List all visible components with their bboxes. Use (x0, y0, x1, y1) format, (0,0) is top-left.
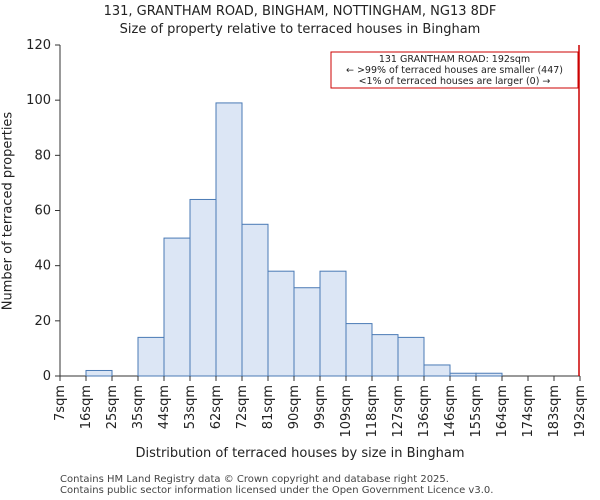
x-tick-label: 192sqm (573, 385, 588, 438)
bar (319, 270, 347, 377)
y-tick-label: 0 (43, 369, 51, 384)
footer-line-2: Contains public sector information licen… (60, 485, 494, 496)
bar (397, 336, 425, 377)
footer-line-1: Contains HM Land Registry data © Crown c… (60, 474, 449, 485)
bar (475, 372, 503, 377)
bar (371, 334, 399, 377)
y-tick-label: 20 (34, 314, 51, 329)
x-tick-label: 146sqm (443, 385, 458, 438)
bar (163, 237, 191, 377)
annotation-line: 131 GRANTHAM ROAD: 192sqm (379, 54, 530, 65)
x-tick-label: 72sqm (235, 385, 250, 429)
x-tick-label: 183sqm (547, 385, 562, 438)
y-axis-label: Number of terraced properties (0, 111, 16, 311)
bar (241, 223, 269, 377)
x-tick-label: 81sqm (261, 385, 276, 429)
x-tick-label: 35sqm (131, 385, 146, 429)
x-tick-label: 44sqm (157, 385, 172, 429)
x-tick-label: 118sqm (365, 385, 380, 438)
y-tick-label: 120 (26, 38, 51, 53)
x-axis-label: Distribution of terraced houses by size … (135, 446, 465, 461)
y-tick-label: 40 (34, 259, 51, 274)
x-tick-label: 16sqm (79, 385, 94, 429)
chart-title: 131, GRANTHAM ROAD, BINGHAM, NOTTINGHAM,… (103, 4, 497, 19)
bar (85, 369, 113, 377)
x-tick-label: 99sqm (313, 385, 328, 429)
x-tick-label: 90sqm (287, 385, 302, 429)
x-tick-label: 7sqm (53, 385, 68, 421)
bar (345, 323, 373, 377)
y-tick-label: 60 (34, 204, 51, 219)
annotation-box (330, 51, 579, 89)
x-tick-label: 136sqm (417, 385, 432, 438)
bar (267, 270, 295, 377)
y-tick-label: 100 (26, 93, 51, 108)
bar (215, 102, 243, 377)
y-tick-label: 80 (34, 148, 51, 163)
bar (137, 336, 165, 377)
x-tick-label: 174sqm (521, 385, 536, 438)
x-tick-label: 53sqm (183, 385, 198, 429)
x-tick-label: 164sqm (495, 385, 510, 438)
x-tick-label: 62sqm (209, 385, 224, 429)
annotation-line: ← >99% of terraced houses are smaller (4… (346, 65, 563, 76)
x-tick-label: 25sqm (105, 385, 120, 429)
bar (449, 372, 477, 377)
x-tick-label: 127sqm (391, 385, 406, 438)
x-tick-label: 109sqm (339, 385, 354, 438)
x-tick-label: 155sqm (469, 385, 484, 438)
bar (423, 364, 451, 377)
annotation-line: <1% of terraced houses are larger (0) → (359, 76, 551, 87)
bar (189, 198, 217, 377)
chart-subtitle: Size of property relative to terraced ho… (119, 22, 481, 37)
bar (293, 287, 321, 377)
